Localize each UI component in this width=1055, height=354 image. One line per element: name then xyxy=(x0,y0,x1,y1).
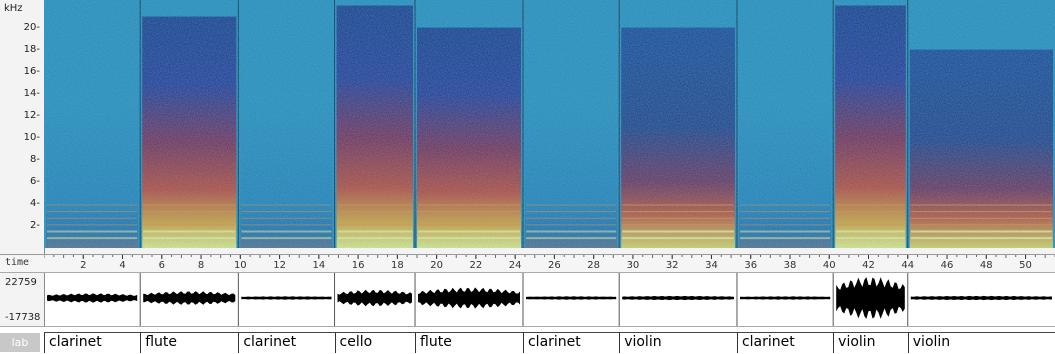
label-tier[interactable]: lab clarinet flute clarinet cello flute clari… xyxy=(0,327,1055,353)
time-tick-label: 32 xyxy=(666,260,679,271)
frequency-tick-label: 12- xyxy=(23,109,40,121)
waveform-segment xyxy=(836,277,905,319)
waveform-segment xyxy=(910,295,1052,301)
time-tick-label: 34 xyxy=(705,260,718,271)
time-tick-label: 22 xyxy=(470,260,483,271)
waveform-segment xyxy=(526,296,617,300)
frequency-tick-label: 18- xyxy=(23,43,40,55)
frequency-unit-label: kHz xyxy=(4,3,23,14)
frequency-tick-label: 6- xyxy=(30,175,40,187)
time-tick-label: 28 xyxy=(587,260,600,271)
time-tick-label: 38 xyxy=(784,260,797,271)
label-segment[interactable]: clarinet xyxy=(44,333,140,353)
spectrogram-panel[interactable]: kHz 2- 4- 6- 8- 10- 12- 14- 16- 18- 20- xyxy=(0,0,1055,255)
label-segment[interactable]: violin xyxy=(619,333,737,353)
time-tick-label: 36 xyxy=(744,260,757,271)
label-segment[interactable]: violin xyxy=(907,333,1055,353)
label-segment-text: violin xyxy=(624,334,662,350)
waveform-segment xyxy=(241,296,332,300)
label-segment-text: flute xyxy=(145,334,177,350)
time-tick-label: 40 xyxy=(823,260,836,271)
label-segment[interactable]: flute xyxy=(140,333,238,353)
time-tick-label: 4 xyxy=(119,260,125,271)
waveform-segment xyxy=(418,287,520,309)
label-segment-text: cello xyxy=(339,334,373,350)
frequency-tick-label: 14- xyxy=(23,87,40,99)
time-tick-label: 44 xyxy=(901,260,914,271)
time-tick-label: 20 xyxy=(430,260,443,271)
waveform-view[interactable] xyxy=(44,273,1055,326)
waveform-segment xyxy=(740,296,831,300)
frequency-tick-label: 4- xyxy=(30,197,40,209)
time-tick-label: 24 xyxy=(509,260,522,271)
frequency-tick-label: 2- xyxy=(30,219,40,231)
time-tick-label: 50 xyxy=(1019,260,1032,271)
frequency-tick-label: 16- xyxy=(23,65,40,77)
frequency-axis: kHz 2- 4- 6- 8- 10- 12- 14- 16- 18- 20- xyxy=(0,0,45,254)
waveform-segment xyxy=(47,293,138,303)
time-tick-label: 48 xyxy=(980,260,993,271)
time-tick-label: 14 xyxy=(312,260,325,271)
time-tick-label: 42 xyxy=(862,260,875,271)
waveform-segment xyxy=(622,295,734,301)
time-tick-label: 12 xyxy=(273,260,286,271)
time-tick-label: 2 xyxy=(80,260,86,271)
label-tier-tag[interactable]: lab xyxy=(0,333,40,352)
label-segment-text: clarinet xyxy=(741,334,795,350)
amplitude-max-label: 22759 xyxy=(5,277,37,288)
time-tick-label: 6 xyxy=(159,260,165,271)
label-segment-text: clarinet xyxy=(527,334,581,350)
label-segment[interactable]: cello xyxy=(334,333,415,353)
time-tick-label: 8 xyxy=(198,260,204,271)
time-axis: time 2 4 6 8 10 12 14 16 18 20 22 24 26 28 30 32 34 36 38 4… xyxy=(0,255,1055,273)
time-tick-label: 26 xyxy=(548,260,561,271)
time-tick-label: 30 xyxy=(627,260,640,271)
waveform-panel[interactable]: 22759 -17738 xyxy=(0,273,1055,327)
label-segment-text: clarinet xyxy=(49,334,102,350)
time-tick-label: 16 xyxy=(352,260,365,271)
waveform-segment xyxy=(337,289,412,307)
time-tick-label: 46 xyxy=(941,260,954,271)
frequency-tick-label: 8- xyxy=(30,153,40,165)
frequency-tick-label: 10- xyxy=(23,131,40,143)
label-tier-row[interactable]: clarinet flute clarinet cello flute clarinet v… xyxy=(44,332,1055,354)
frequency-tick-label: 20- xyxy=(23,21,40,33)
label-segment-text: violin xyxy=(838,334,876,350)
label-segment-text: clarinet xyxy=(243,334,297,350)
spectrogram-view[interactable] xyxy=(44,0,1055,254)
label-segment[interactable]: flute xyxy=(415,333,523,353)
label-segment-text: violin xyxy=(912,334,951,350)
label-segment[interactable]: clarinet xyxy=(238,333,334,353)
time-axis-label: time xyxy=(5,257,30,268)
amplitude-min-label: -17738 xyxy=(5,312,41,323)
spectrogram-noise xyxy=(44,0,1055,248)
time-ruler[interactable]: 2 4 6 8 10 12 14 16 18 20 22 24 26 28 30 32 34 36 38 40 42 44… xyxy=(44,255,1055,272)
label-segment-text: flute xyxy=(420,334,452,350)
label-segment[interactable]: clarinet xyxy=(522,333,619,353)
label-segment[interactable]: violin xyxy=(833,333,908,353)
time-tick-label: 10 xyxy=(234,260,247,271)
time-tick-label: 18 xyxy=(391,260,404,271)
label-segment[interactable]: clarinet xyxy=(736,333,833,353)
amplitude-axis: 22759 -17738 xyxy=(0,273,45,326)
waveform-segment xyxy=(143,291,236,305)
